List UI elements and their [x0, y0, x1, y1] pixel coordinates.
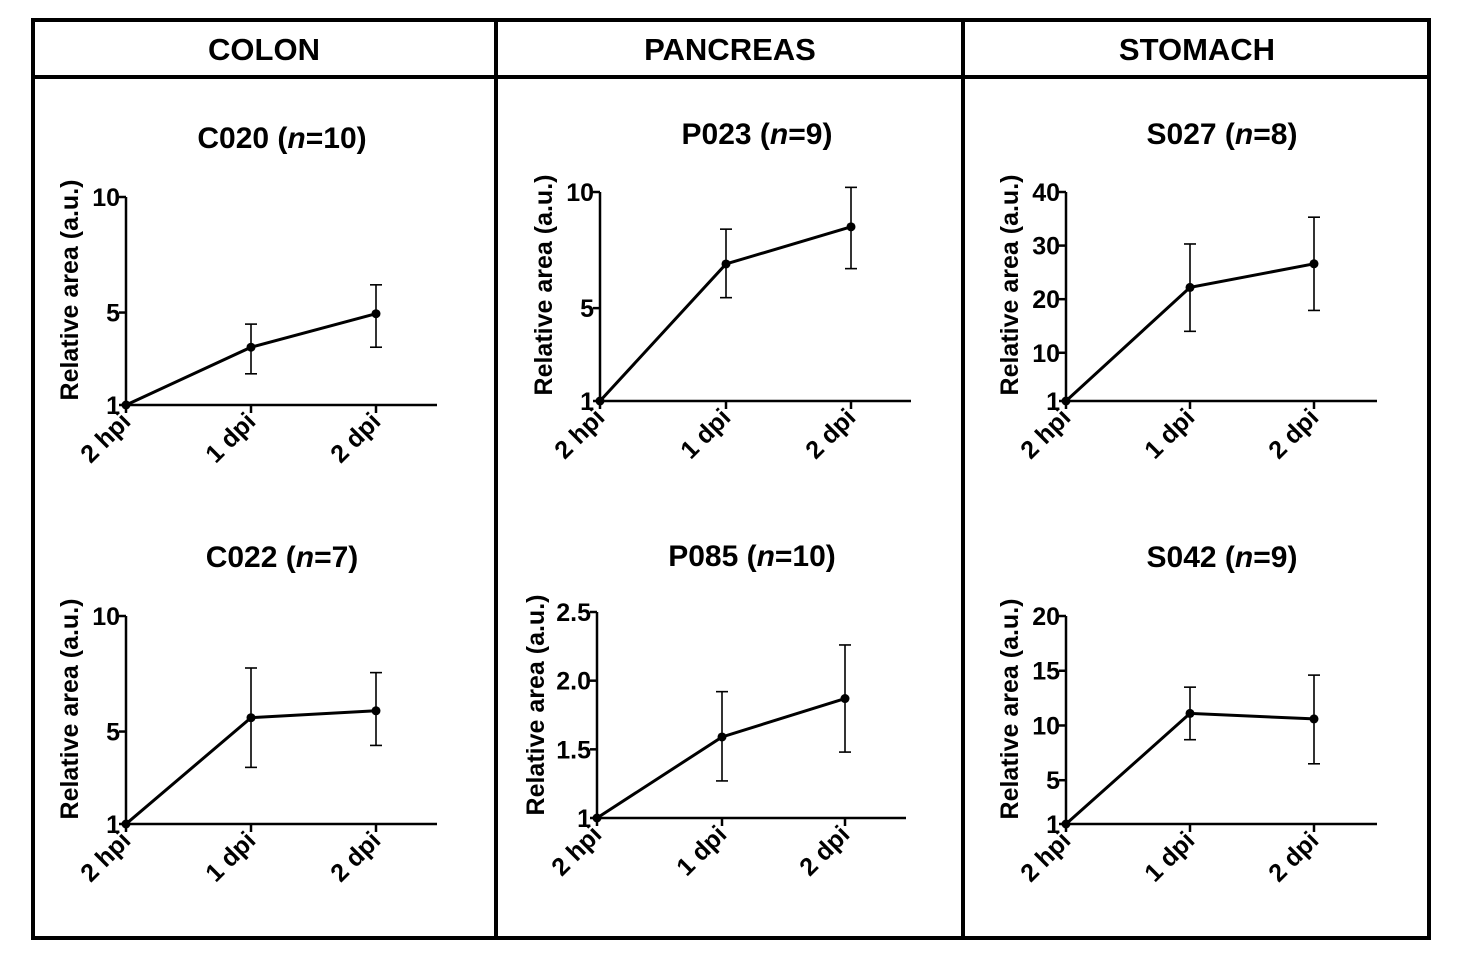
y-tick-label: 20: [1032, 603, 1060, 631]
chart-5: S042 (n=9)Relative area (a.u.)151015202 …: [996, 541, 1377, 887]
y-tick-label: 5: [580, 295, 594, 323]
y-axis-label: Relative area (a.u.): [996, 599, 1024, 820]
x-tick-label: 2 dpi: [1263, 826, 1324, 887]
data-point: [1061, 819, 1071, 829]
data-point: [595, 396, 605, 406]
data-point: [371, 706, 381, 716]
y-axis-label: Relative area (a.u.): [56, 599, 84, 820]
panel-header-stomach: STOMACH: [1119, 32, 1275, 67]
x-tick-label: 1 dpi: [200, 826, 261, 887]
chart-title: P085 (n=10): [668, 540, 836, 573]
data-point: [1061, 396, 1071, 406]
x-tick-label: 2 dpi: [800, 403, 861, 464]
y-tick-label: 30: [1032, 233, 1060, 261]
panel-header-pancreas: PANCREAS: [644, 32, 816, 67]
data-point: [1309, 714, 1319, 724]
x-tick-label: 1 dpi: [200, 407, 261, 468]
y-tick-label: 20: [1032, 286, 1060, 314]
data-point: [371, 309, 381, 319]
data-point: [717, 732, 727, 742]
chart-title: S042 (n=9): [1147, 541, 1298, 574]
figure-frame: [31, 18, 1431, 940]
panel-header-colon: COLON: [208, 32, 320, 67]
data-point: [246, 342, 256, 352]
y-tick-label: 10: [1032, 712, 1060, 740]
y-tick-label: 1: [577, 805, 591, 833]
y-tick-label: 5: [106, 300, 120, 328]
chart-title: P023 (n=9): [682, 118, 833, 151]
data-point: [1185, 708, 1195, 718]
data-point: [1309, 259, 1319, 269]
x-tick-label: 1 dpi: [675, 403, 736, 464]
chart-title: S027 (n=8): [1147, 118, 1298, 151]
x-tick-label: 2 dpi: [794, 820, 855, 881]
series-line: [596, 697, 846, 820]
y-tick-label: 1: [1046, 811, 1060, 839]
y-tick-label: 10: [566, 179, 594, 207]
chart-3: P085 (n=10) Relative area (a.u.) 1 1.5 2.0 2.…: [522, 540, 906, 881]
y-tick-label: 15: [1032, 658, 1060, 686]
y-tick-label: 5: [1046, 767, 1060, 795]
y-axis-label: Relative area (a.u.): [996, 175, 1024, 396]
chart-title: C022 (n=7): [206, 541, 359, 574]
x-tick-label: 2 dpi: [325, 826, 386, 887]
y-tick-label: 2.5: [556, 599, 591, 627]
y-tick-label: 10: [92, 603, 120, 631]
data-point: [121, 400, 131, 410]
y-axis-label: Relative area (a.u.): [56, 180, 84, 401]
data-point: [840, 694, 850, 704]
x-tick-label: 1 dpi: [1139, 826, 1200, 887]
x-tick-label: 1 dpi: [1139, 403, 1200, 464]
x-tick-label: 2 dpi: [325, 407, 386, 468]
y-tick-label: 5: [106, 719, 120, 747]
y-tick-label: 1: [1046, 388, 1060, 416]
y-tick-label: 1.5: [556, 736, 591, 764]
chart-4: S027 (n=8) Relative area (a.u.) 1 10 20 30 40 2…: [996, 118, 1377, 464]
y-tick-label: 10: [1032, 340, 1060, 368]
data-point: [592, 813, 602, 823]
y-tick-label: 1: [580, 388, 594, 416]
chart-title: C020 (n=10): [197, 122, 366, 155]
x-tick-label: 1 dpi: [671, 820, 732, 881]
y-tick-label: 1: [106, 392, 120, 420]
y-axis-label: Relative area (a.u.): [522, 595, 550, 816]
y-tick-label: 1: [106, 811, 120, 839]
y-tick-label: 2.0: [556, 668, 591, 696]
y-axis-label: Relative area (a.u.): [530, 175, 558, 396]
data-point: [721, 259, 731, 269]
data-point: [1185, 282, 1195, 292]
y-tick-label: 40: [1032, 179, 1060, 207]
data-point: [121, 819, 131, 829]
x-tick-label: 2 dpi: [1263, 403, 1324, 464]
data-point: [846, 222, 856, 232]
data-point: [246, 713, 256, 723]
y-tick-label: 10: [92, 184, 120, 212]
